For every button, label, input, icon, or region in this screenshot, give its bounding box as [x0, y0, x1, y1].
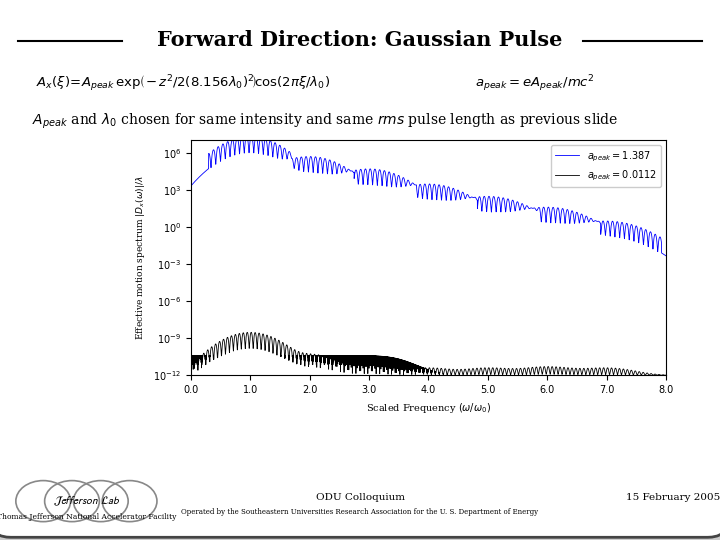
Text: ODU Colloquium: ODU Colloquium: [315, 493, 405, 502]
$a_{peak} = 0.0112$: [186, 356, 195, 363]
$a_{peak} = 0.0112$: [662, 372, 670, 379]
Text: 15 February 2005: 15 February 2005: [626, 493, 720, 502]
Text: Operated by the Southeastern Universities Research Association for the U. S. Dep: Operated by the Southeastern Universitie…: [181, 508, 539, 516]
Legend: $a_{peak} = 1.387$, $a_{peak} = 0.0112$: $a_{peak} = 1.387$, $a_{peak} = 0.0112$: [552, 145, 661, 187]
$a_{peak} = 1.387$: [564, 210, 573, 216]
$a_{peak} = 1.387$: [359, 181, 367, 187]
Text: $\mathcal{Jefferson\ Lab}$: $\mathcal{Jefferson\ Lab}$: [53, 495, 120, 508]
Text: Thomas Jefferson National Accelerator Facility: Thomas Jefferson National Accelerator Fa…: [0, 514, 176, 521]
$a_{peak} = 0.0112$: [468, 367, 477, 374]
Text: Forward Direction: Gaussian Pulse: Forward Direction: Gaussian Pulse: [157, 30, 563, 51]
$a_{peak} = 0.0112$: [210, 343, 219, 350]
Y-axis label: Effective motion spectrum $|D_x(\omega)|/\lambda$: Effective motion spectrum $|D_x(\omega)|…: [135, 176, 148, 340]
X-axis label: Scaled Frequency $(\omega/\omega_0)$: Scaled Frequency $(\omega/\omega_0)$: [366, 401, 491, 415]
$a_{peak} = 0.0112$: [564, 365, 573, 372]
Text: $A_x(\xi)\!=\!A_{peak}\,\exp\!\left(\!-z^2/2(8.156\lambda_0)^2\!\right)\!\cos(2\: $A_x(\xi)\!=\!A_{peak}\,\exp\!\left(\!-z…: [36, 73, 330, 94]
Line: $a_{peak} = 1.387$: $a_{peak} = 1.387$: [191, 137, 666, 256]
$a_{peak} = 1.387$: [210, 150, 219, 157]
Text: $A_{peak}$ and $\lambda_0$ chosen for same intensity and same $\mathit{rms}$ pul: $A_{peak}$ and $\lambda_0$ chosen for sa…: [32, 112, 618, 131]
$a_{peak} = 0.0112$: [359, 353, 367, 360]
$a_{peak} = 1.387$: [539, 205, 547, 211]
Line: $a_{peak} = 0.0112$: $a_{peak} = 0.0112$: [191, 332, 666, 375]
$a_{peak} = 1.387$: [468, 194, 477, 200]
$a_{peak} = 1.387$: [247, 133, 256, 140]
$a_{peak} = 1.387$: [488, 195, 497, 202]
$a_{peak} = 0.0112$: [247, 329, 256, 335]
$a_{peak} = 1.387$: [186, 183, 195, 189]
$a_{peak} = 0.0112$: [661, 372, 670, 379]
$a_{peak} = 0.0112$: [488, 364, 497, 371]
$a_{peak} = 0.0112$: [539, 366, 547, 373]
$a_{peak} = 1.387$: [662, 253, 670, 259]
Text: $a_{peak} = eA_{peak}/mc^2$: $a_{peak} = eA_{peak}/mc^2$: [475, 73, 595, 94]
